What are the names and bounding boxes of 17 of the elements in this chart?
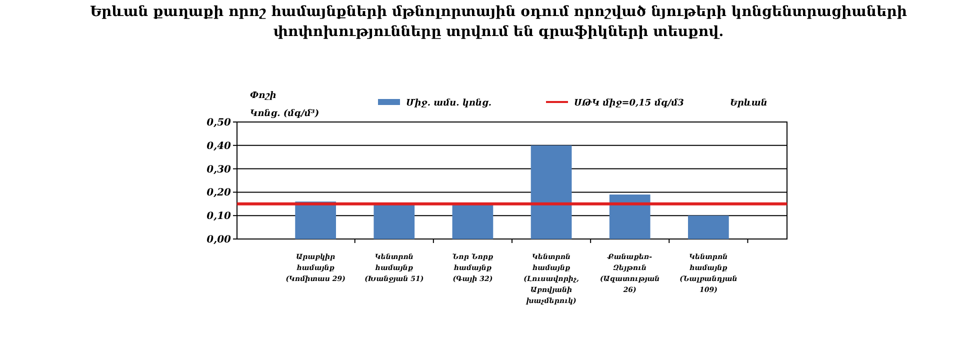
y-tick-label: 0,50 (206, 118, 232, 128)
bar (452, 204, 494, 239)
legend-label: Միջ. ամս. կոնց. (406, 98, 492, 109)
text: Երևան (730, 98, 768, 109)
bar (374, 204, 415, 239)
y-axis-title: Փոշի Կոնց. (մգ/մ³) (250, 91, 320, 119)
y-tick-label: 0,30 (206, 164, 232, 176)
bar (530, 145, 572, 239)
y-tick-label: 0,40 (206, 140, 232, 152)
chart-title: Երևան քաղաքի որոշ համայնքների մթնոլորտային օդում որոշված նյութերի կոնցենտրացիաների փոփոխությունները տրվում են գրաֆիկների տեսքով. (90, 4, 907, 40)
y-tick-label: 0,00 (206, 234, 232, 246)
y-tick-label: 0,20 (206, 188, 232, 199)
bar (609, 194, 650, 239)
bar (688, 216, 729, 239)
bar (295, 202, 336, 239)
y-tick-label: 0,10 (206, 211, 232, 222)
legend-label: ՍԹԿ միջ=0,15 մգ/մ3 (574, 98, 684, 109)
